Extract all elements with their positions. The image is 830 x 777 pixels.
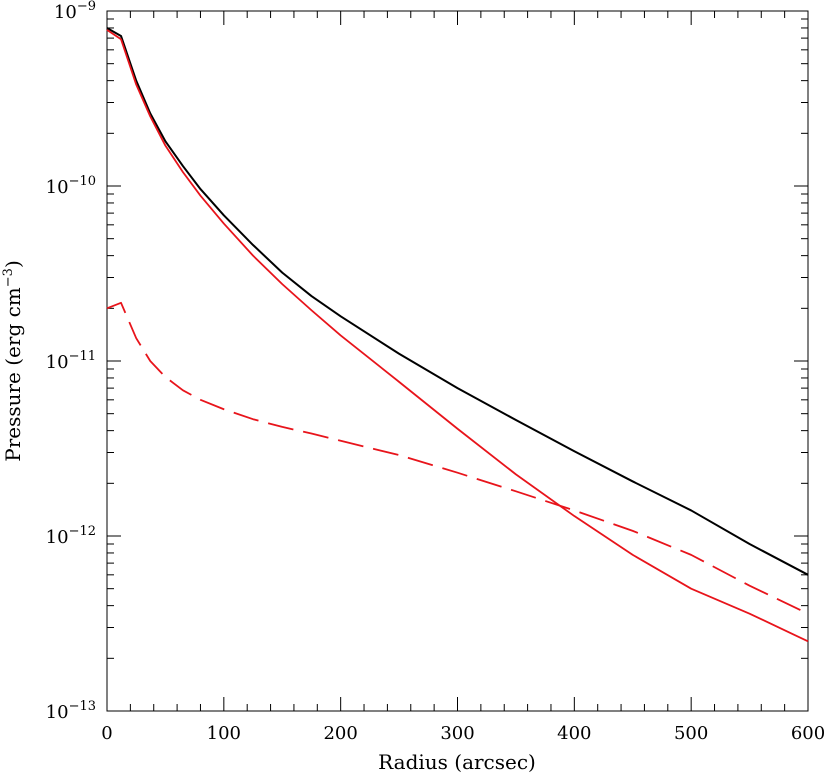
x-tick-label: 600 [791,723,825,744]
x-tick-label: 500 [674,723,708,744]
data-series [106,27,809,643]
y-tick-label: 10−12 [46,524,96,548]
x-tick-label: 200 [323,723,357,744]
y-tick-label-exponent: −13 [69,699,96,714]
axis-ticks [106,10,809,712]
y-tick-label: 10−11 [46,349,96,373]
x-tick-label: 400 [557,723,591,744]
tick-labels: 0 100 200 300 400 500 60010−1310−1210−1110−101… [46,0,826,744]
series-line-2 [106,29,809,643]
y-axis-title-exponent: −3 [1,268,16,287]
y-tick-label-base: 10 [54,2,77,23]
y-tick-label-base: 10 [46,527,69,548]
plot-frame [106,10,809,712]
x-tick-label: 100 [207,723,241,744]
series-line-3 [106,301,809,615]
y-tick-label: 10−13 [46,699,96,723]
y-tick-label-exponent: −11 [69,349,96,364]
series-line-1 [106,27,809,576]
y-axis-title-suffix: ) [1,260,25,268]
y-tick-label-base: 10 [46,177,69,198]
y-tick-label: 10−9 [54,0,96,23]
y-tick-label-exponent: −12 [69,524,96,539]
x-tick-label: 0 [101,723,112,744]
x-axis-title: Radius (arcsec) [378,750,536,774]
y-axis-title-main: Pressure (erg cm [1,287,25,462]
x-tick-label: 300 [440,723,474,744]
y-tick-label-exponent: −9 [77,0,96,14]
y-tick-label-base: 10 [46,702,69,723]
y-tick-label: 10−10 [46,174,96,198]
y-tick-label-base: 10 [46,352,69,373]
y-tick-label-exponent: −10 [69,174,96,189]
y-axis-title: Pressure (erg cm−3) [1,260,25,462]
